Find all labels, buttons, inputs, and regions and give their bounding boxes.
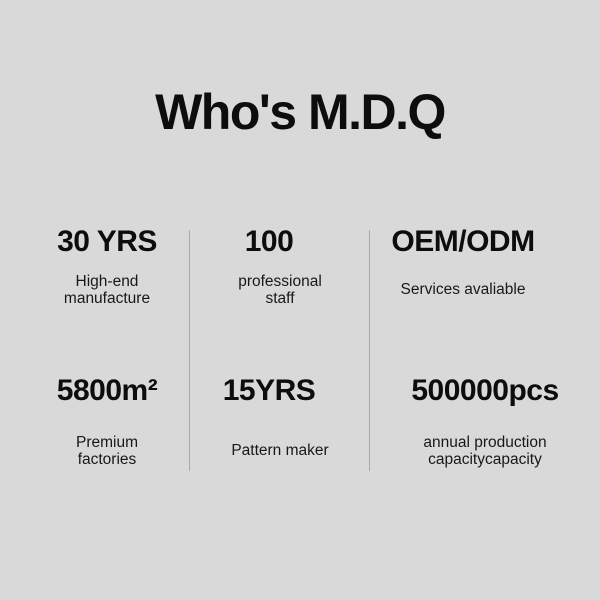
stat-cell-professional-staff: 100 professional staff: [190, 224, 370, 307]
stat-caption-wrap: Services avaliable: [401, 274, 526, 307]
stat-caption-wrap: High-end manufacture: [63, 273, 151, 307]
stat-caption: professional staff: [238, 273, 322, 307]
column-divider-right: [369, 230, 370, 471]
stat-caption-wrap: annual production capacitycapacity: [423, 434, 546, 469]
stat-caption: Premium factories: [75, 434, 138, 468]
stat-caption: annual production capacitycapacity: [423, 434, 547, 468]
stat-caption: High-end manufacture: [63, 273, 151, 307]
stat-cell-pattern-maker: 15YRS Pattern maker: [190, 373, 370, 469]
stat-cell-factory-area: 5800m² Premium factories: [12, 373, 202, 469]
column-divider-left: [189, 230, 190, 471]
stat-cell-production-capacity: 500000pcs annual production capacitycapa…: [370, 373, 600, 469]
stats-row-top: 30 YRS High-end manufacture 100 professi…: [0, 224, 600, 307]
stat-caption: Pattern maker: [231, 442, 329, 460]
stat-caption-wrap: Pattern maker: [231, 434, 328, 469]
stat-caption: Services avaliable: [400, 281, 526, 299]
stats-row-bottom: 5800m² Premium factories 15YRS Pattern m…: [0, 373, 600, 469]
stat-cell-years-experience: 30 YRS High-end manufacture: [12, 224, 202, 307]
stat-value: OEM/ODM: [391, 225, 535, 258]
stat-value: 30 YRS: [57, 225, 157, 258]
stat-value: 500000pcs: [411, 374, 559, 407]
stat-value: 5800m²: [56, 374, 158, 407]
stat-value: 100: [244, 225, 294, 258]
stat-caption-wrap: professional staff: [238, 273, 322, 307]
stat-caption-wrap: Premium factories: [76, 434, 138, 469]
stat-cell-oem-odm-services: OEM/ODM Services avaliable: [348, 224, 578, 307]
stat-value: 15YRS: [222, 374, 316, 407]
page-title: Who's M.D.Q: [155, 84, 446, 140]
